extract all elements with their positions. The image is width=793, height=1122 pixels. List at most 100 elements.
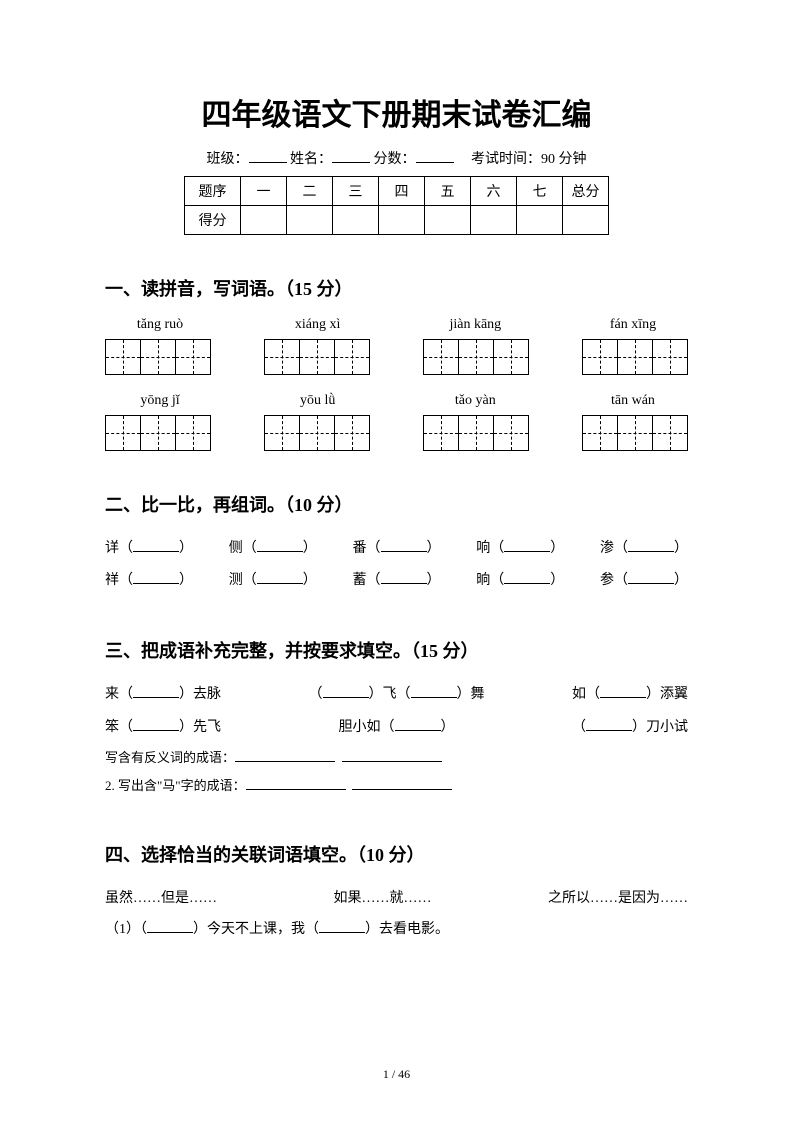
fill-blank[interactable] bbox=[133, 719, 179, 731]
fill-blank[interactable] bbox=[504, 540, 550, 552]
score-cell[interactable] bbox=[333, 206, 379, 235]
score-cell[interactable] bbox=[563, 206, 609, 235]
tian-box[interactable] bbox=[105, 339, 211, 375]
score-row2-label: 得分 bbox=[185, 206, 241, 235]
s3-row1: 来（）去脉 （）飞（）舞 如（）添翼 bbox=[105, 679, 688, 711]
fill-blank[interactable] bbox=[586, 719, 632, 731]
score-col: 五 bbox=[425, 177, 471, 206]
s2-char: 参 bbox=[600, 573, 614, 588]
score-col: 二 bbox=[287, 177, 333, 206]
s4-opts: 虽然……但是…… 如果……就…… 之所以……是因为…… bbox=[105, 883, 688, 915]
score-cell[interactable] bbox=[379, 206, 425, 235]
fill-blank[interactable] bbox=[246, 778, 346, 790]
score-col: 一 bbox=[241, 177, 287, 206]
s3-sub1: 写含有反义词的成语： bbox=[105, 744, 688, 773]
name-label: 姓名： bbox=[290, 152, 332, 167]
page: 四年级语文下册期末试卷汇编 班级： 姓名： 分数： 考试时间：90 分钟 题序 … bbox=[0, 0, 793, 1122]
class-blank[interactable] bbox=[249, 149, 287, 163]
pinyin-label: xiáng xì bbox=[263, 317, 373, 333]
tian-box[interactable] bbox=[264, 339, 370, 375]
class-label: 班级： bbox=[207, 152, 249, 167]
score-table-header-row: 题序 一 二 三 四 五 六 七 总分 bbox=[185, 177, 609, 206]
pinyin-row-2: yōng jǐ yōu lǜ tǎo yàn tān wán bbox=[105, 393, 688, 409]
fill-blank[interactable] bbox=[257, 572, 303, 584]
fill-blank[interactable] bbox=[133, 540, 179, 552]
fill-blank[interactable] bbox=[381, 540, 427, 552]
section-3-title: 三、把成语补充完整，并按要求填空。（15 分） bbox=[105, 637, 688, 663]
pinyin-label: tǎng ruò bbox=[105, 317, 215, 333]
s2-row2: 祥（） 测（） 蓄（） 晌（） 参（） bbox=[105, 565, 688, 597]
tian-box[interactable] bbox=[582, 339, 688, 375]
tian-box-row-1 bbox=[105, 339, 688, 375]
tian-box[interactable] bbox=[423, 415, 529, 451]
tian-box-row-2 bbox=[105, 415, 688, 451]
fill-blank[interactable] bbox=[381, 572, 427, 584]
score-cell[interactable] bbox=[471, 206, 517, 235]
fill-blank[interactable] bbox=[323, 686, 369, 698]
s2-char: 蓄 bbox=[353, 573, 367, 588]
tian-box[interactable] bbox=[423, 339, 529, 375]
section-1-title: 一、读拼音，写词语。（15 分） bbox=[105, 275, 688, 301]
page-footer: 1 / 46 bbox=[0, 1067, 793, 1082]
score-cell[interactable] bbox=[241, 206, 287, 235]
section-2-title: 二、比一比，再组词。（10 分） bbox=[105, 491, 688, 517]
fill-blank[interactable] bbox=[628, 572, 674, 584]
score-row1-label: 题序 bbox=[185, 177, 241, 206]
s3-sub2: 2. 写出含"马"字的成语： bbox=[105, 772, 688, 801]
pinyin-row-1: tǎng ruò xiáng xì jiàn kāng fán xīng bbox=[105, 317, 688, 333]
fill-blank[interactable] bbox=[411, 686, 457, 698]
s4-opt: 之所以……是因为…… bbox=[548, 883, 688, 915]
score-col: 总分 bbox=[563, 177, 609, 206]
fill-blank[interactable] bbox=[147, 921, 193, 933]
score-col: 六 bbox=[471, 177, 517, 206]
s2-char: 详 bbox=[105, 541, 119, 556]
fill-blank[interactable] bbox=[133, 572, 179, 584]
section-4: 四、选择恰当的关联词语填空。（10 分） 虽然……但是…… 如果……就…… 之所… bbox=[105, 841, 688, 946]
tian-box[interactable] bbox=[582, 415, 688, 451]
fill-blank[interactable] bbox=[600, 686, 646, 698]
s2-char: 祥 bbox=[105, 573, 119, 588]
fill-blank[interactable] bbox=[319, 921, 365, 933]
s2-row1: 详（） 侧（） 番（） 响（） 渗（） bbox=[105, 533, 688, 565]
score-col: 四 bbox=[379, 177, 425, 206]
section-1: 一、读拼音，写词语。（15 分） tǎng ruò xiáng xì jiàn … bbox=[105, 275, 688, 451]
meta-line: 班级： 姓名： 分数： 考试时间：90 分钟 bbox=[105, 148, 688, 168]
score-blank[interactable] bbox=[416, 149, 454, 163]
pinyin-label: jiàn kāng bbox=[420, 317, 530, 333]
time-label: 考试时间： bbox=[471, 152, 541, 167]
score-cell[interactable] bbox=[425, 206, 471, 235]
score-cell[interactable] bbox=[517, 206, 563, 235]
page-title: 四年级语文下册期末试卷汇编 bbox=[105, 90, 688, 134]
section-3: 三、把成语补充完整，并按要求填空。（15 分） 来（）去脉 （）飞（）舞 如（）… bbox=[105, 637, 688, 801]
s2-char: 番 bbox=[353, 541, 367, 556]
score-table: 题序 一 二 三 四 五 六 七 总分 得分 bbox=[184, 176, 609, 235]
fill-blank[interactable] bbox=[628, 540, 674, 552]
s4-opt: 虽然……但是…… bbox=[105, 883, 217, 915]
pinyin-label: tǎo yàn bbox=[420, 393, 530, 409]
tian-box[interactable] bbox=[264, 415, 370, 451]
s2-char: 侧 bbox=[229, 541, 243, 556]
fill-blank[interactable] bbox=[133, 686, 179, 698]
fill-blank[interactable] bbox=[235, 750, 335, 762]
pinyin-label: tān wán bbox=[578, 393, 688, 409]
tian-box[interactable] bbox=[105, 415, 211, 451]
fill-blank[interactable] bbox=[504, 572, 550, 584]
s2-char: 测 bbox=[229, 573, 243, 588]
s2-char: 晌 bbox=[476, 573, 490, 588]
score-cell[interactable] bbox=[287, 206, 333, 235]
s4-opt: 如果……就…… bbox=[334, 883, 432, 915]
fill-blank[interactable] bbox=[395, 719, 441, 731]
score-table-score-row: 得分 bbox=[185, 206, 609, 235]
score-col: 七 bbox=[517, 177, 563, 206]
s4-q1: （1）（）今天不上课，我（）去看电影。 bbox=[105, 915, 688, 946]
fill-blank[interactable] bbox=[352, 778, 452, 790]
section-2: 二、比一比，再组词。（10 分） 详（） 侧（） 番（） 响（） 渗（） 祥（）… bbox=[105, 491, 688, 597]
name-blank[interactable] bbox=[332, 149, 370, 163]
time-value: 90 分钟 bbox=[541, 152, 587, 167]
pinyin-label: yōng jǐ bbox=[105, 393, 215, 409]
pinyin-label: yōu lǜ bbox=[263, 393, 373, 409]
s3-row2: 笨（）先飞 胆小如（） （）刀小试 bbox=[105, 712, 688, 744]
fill-blank[interactable] bbox=[342, 750, 442, 762]
fill-blank[interactable] bbox=[257, 540, 303, 552]
s2-char: 响 bbox=[476, 541, 490, 556]
